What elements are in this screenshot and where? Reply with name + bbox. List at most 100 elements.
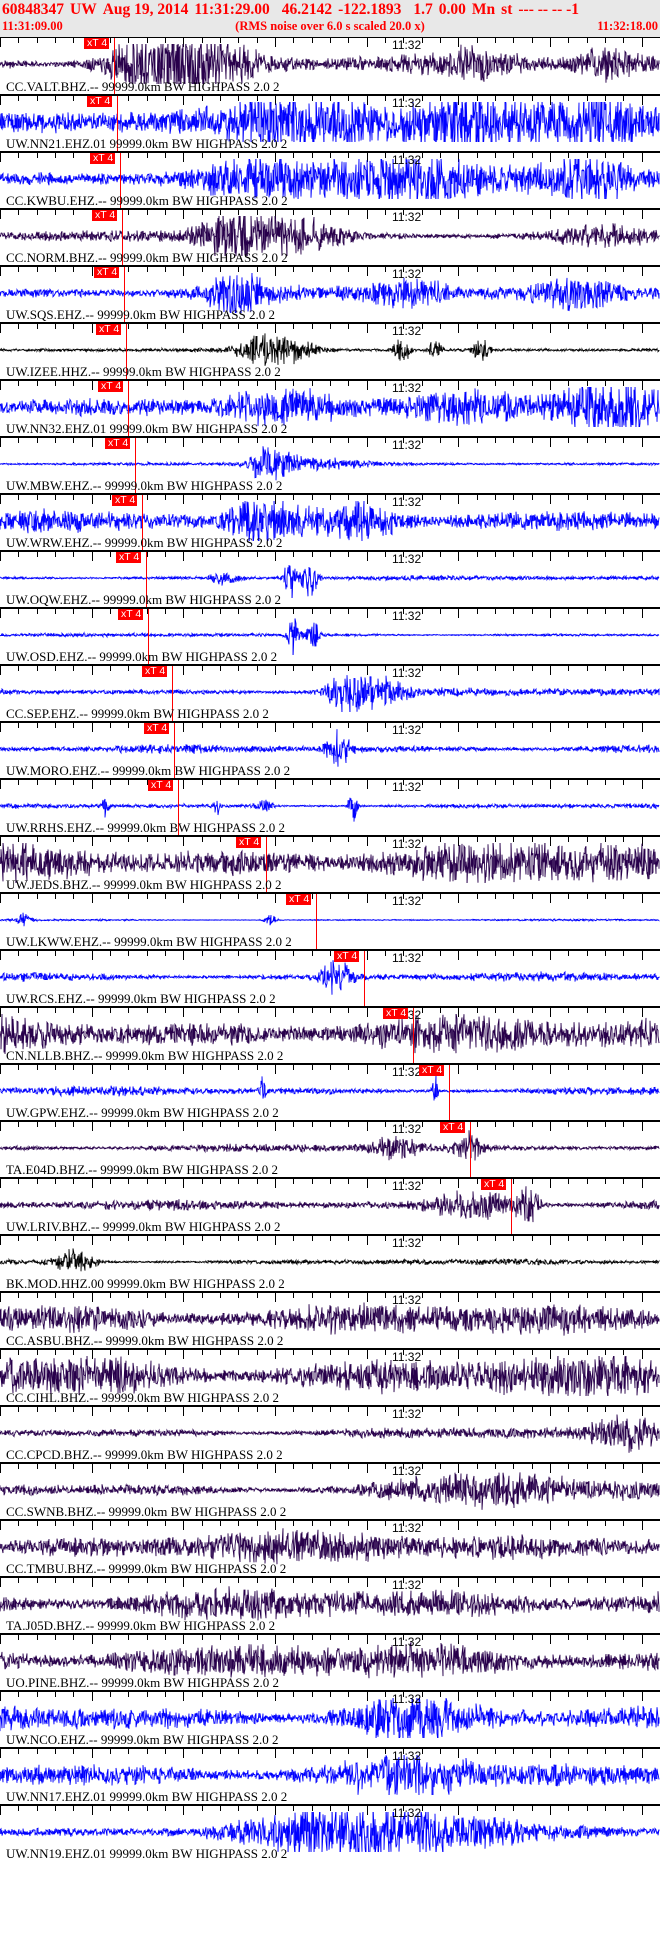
- trace-row[interactable]: 11:32 xT 4 UW.MORO.EHZ.-- 99999.0km BW HIG…: [0, 721, 660, 778]
- axis-tick-minor: [568, 609, 569, 614]
- axis-tick-minor: [440, 1236, 441, 1241]
- trace-row[interactable]: 11:32 UW.NN17.EHZ.01 99999.0km BW HIGHPAS…: [0, 1747, 660, 1804]
- trace-row[interactable]: 11:32 xT 4 UW.RCS.EHZ.-- 99999.0km BW HIGH…: [0, 949, 660, 1006]
- pick-marker-line[interactable]: [449, 1065, 450, 1120]
- trace-row[interactable]: 11:32 xT 4 UW.JEDS.BHZ.-- 99999.0km BW HIG…: [0, 835, 660, 892]
- trace-row[interactable]: 11:32 xT 4 CC.NORM.BHZ.-- 99999.0km BW HIG…: [0, 208, 660, 265]
- pick-marker-line[interactable]: [178, 780, 179, 835]
- trace-row[interactable]: 11:32 CC.TMBU.BHZ.-- 99999.0km BW HIGHPAS…: [0, 1519, 660, 1576]
- pick-marker-label[interactable]: xT 4: [383, 1008, 409, 1019]
- pick-marker-label[interactable]: xT 4: [419, 1065, 445, 1076]
- pick-marker-line[interactable]: [470, 1122, 471, 1177]
- axis-tick-minor: [605, 780, 606, 785]
- pick-marker-label[interactable]: xT 4: [116, 552, 142, 563]
- pick-marker-label[interactable]: xT 4: [144, 723, 170, 734]
- pick-marker-line[interactable]: [174, 723, 175, 778]
- pick-marker-line[interactable]: [135, 438, 136, 493]
- trace-row[interactable]: 11:32 xT 4 CC.SEP.EHZ.-- 99999.0km BW HIGH…: [0, 664, 660, 721]
- trace-row[interactable]: 11:32 xT 4 TA.E04D.BHZ.-- 99999.0km BW HIG…: [0, 1120, 660, 1177]
- pick-marker-line[interactable]: [413, 1008, 414, 1063]
- axis-tick-minor: [532, 1179, 533, 1184]
- trace-row[interactable]: 11:32 BK.MOD.HHZ.00 99999.0km BW HIGHPASS…: [0, 1234, 660, 1291]
- axis-tick-minor: [147, 96, 148, 101]
- pick-marker-label[interactable]: xT 4: [92, 210, 118, 221]
- trace-row[interactable]: 11:32 xT 4 UW.GPW.EHZ.-- 99999.0km BW HIGH…: [0, 1063, 660, 1120]
- pick-marker-label[interactable]: xT 4: [105, 438, 131, 449]
- axis-tick-major: [367, 666, 368, 675]
- pick-marker-label[interactable]: xT 4: [96, 324, 122, 335]
- pick-marker-label[interactable]: xT 4: [90, 153, 116, 164]
- trace-row[interactable]: 11:32 xT 4 UW.MBW.EHZ.-- 99999.0km BW HIGH…: [0, 436, 660, 493]
- pick-marker-line[interactable]: [148, 609, 149, 664]
- axis-tick-minor: [18, 1350, 19, 1355]
- trace-row[interactable]: 11:32 UW.NN19.EHZ.01 99999.0km BW HIGHPAS…: [0, 1804, 660, 1861]
- pick-marker-line[interactable]: [120, 153, 121, 208]
- axis-tick-minor: [147, 1692, 148, 1697]
- axis-tick-minor: [440, 495, 441, 500]
- trace-row[interactable]: 11:32 xT 4 UW.LKWW.EHZ.-- 99999.0km BW HIG…: [0, 892, 660, 949]
- trace-row[interactable]: 11:32 xT 4 UW.OQW.EHZ.-- 99999.0km BW HIGH…: [0, 550, 660, 607]
- axis-tick-minor: [440, 1578, 441, 1583]
- axis-tick-minor: [532, 38, 533, 43]
- pick-marker-label[interactable]: xT 4: [481, 1179, 507, 1190]
- axis-tick-minor: [165, 837, 166, 842]
- axis-tick-minor: [110, 1578, 111, 1583]
- trace-row[interactable]: 11:32 UW.NCO.EHZ.-- 99999.0km BW HIGHPASS…: [0, 1690, 660, 1747]
- pick-marker-line[interactable]: [117, 96, 118, 151]
- pick-marker-label[interactable]: xT 4: [334, 951, 360, 962]
- pick-marker-label[interactable]: xT 4: [98, 381, 124, 392]
- trace-row[interactable]: 11:32 CC.ASBU.BHZ.-- 99999.0km BW HIGHPAS…: [0, 1291, 660, 1348]
- pick-marker-line[interactable]: [126, 324, 127, 379]
- trace-row[interactable]: 11:32 xT 4 CC.KWBU.EHZ.-- 99999.0km BW HIG…: [0, 151, 660, 208]
- trace-row[interactable]: 11:32 xT 4 UW.NN32.EHZ.01 99999.0km BW HIG…: [0, 379, 660, 436]
- trace-row[interactable]: 11:32 CC.SWNB.BHZ.-- 99999.0km BW HIGHPAS…: [0, 1462, 660, 1519]
- trace-row[interactable]: 11:32 xT 4 UW.SQS.EHZ.-- 99999.0km BW HIGH…: [0, 265, 660, 322]
- pick-marker-line[interactable]: [146, 552, 147, 607]
- pick-marker-line[interactable]: [128, 381, 129, 436]
- trace-row[interactable]: 11:32 xT 4 UW.NN21.EHZ.01 99999.0km BW HIG…: [0, 94, 660, 151]
- trace-row[interactable]: 11:32 CC.CPCD.BHZ.-- 99999.0km BW HIGHPAS…: [0, 1405, 660, 1462]
- pick-marker-line[interactable]: [142, 495, 143, 550]
- axis-tick-minor: [110, 1464, 111, 1469]
- trace-row[interactable]: 11:32 xT 4 UW.IZEE.HHZ.-- 99999.0km BW HIG…: [0, 322, 660, 379]
- axis-tick-minor: [293, 951, 294, 956]
- pick-marker-label[interactable]: xT 4: [440, 1122, 466, 1133]
- trace-row[interactable]: 11:32 xT 4 UW.RRHS.EHZ.-- 99999.0km BW HIG…: [0, 778, 660, 835]
- trace-row[interactable]: 11:32 xT 4 CC.VALT.BHZ.-- 99999.0km BW HIG…: [0, 37, 660, 94]
- pick-marker-label[interactable]: xT 4: [84, 38, 110, 49]
- axis-tick-minor: [440, 438, 441, 443]
- pick-marker-label[interactable]: xT 4: [148, 780, 174, 791]
- pick-marker-label[interactable]: xT 4: [142, 666, 168, 677]
- axis-tick-minor: [330, 1521, 331, 1526]
- pick-marker-line[interactable]: [364, 951, 365, 1006]
- waveform: [0, 843, 660, 883]
- pick-marker-line[interactable]: [124, 267, 125, 322]
- waveform: [0, 1356, 660, 1396]
- axis-tick-major: [550, 1407, 551, 1416]
- pick-marker-label[interactable]: xT 4: [286, 894, 312, 905]
- trace-row[interactable]: 11:32 TA.J05D.BHZ.-- 99999.0km BW HIGHPAS…: [0, 1576, 660, 1633]
- pick-marker-line[interactable]: [172, 666, 173, 721]
- axis-tick-major: [642, 780, 643, 789]
- axis-tick-minor: [257, 1635, 258, 1640]
- pick-marker-line[interactable]: [122, 210, 123, 265]
- axis-tick-minor: [568, 1008, 569, 1013]
- pick-marker-label[interactable]: xT 4: [87, 96, 113, 107]
- trace-row[interactable]: 11:32 xT 4 UW.WRW.EHZ.-- 99999.0km BW HIGH…: [0, 493, 660, 550]
- axis-tick-minor: [403, 210, 404, 215]
- pick-marker-line[interactable]: [114, 38, 115, 94]
- pick-marker-label[interactable]: xT 4: [236, 837, 262, 848]
- pick-marker-line[interactable]: [511, 1179, 512, 1234]
- trace-row[interactable]: 11:32 CC.CIHL.BHZ.-- 99999.0km BW HIGHPAS…: [0, 1348, 660, 1405]
- pick-marker-label[interactable]: xT 4: [112, 495, 138, 506]
- pick-marker-label[interactable]: xT 4: [118, 609, 144, 620]
- event-trailing-flags: --- -- -- -1: [518, 1, 580, 18]
- axis-tick-minor: [220, 1635, 221, 1640]
- trace-row[interactable]: 11:32 xT 4 UW.OSD.EHZ.-- 99999.0km BW HIGH…: [0, 607, 660, 664]
- trace-row[interactable]: 11:32 UO.PINE.BHZ.-- 99999.0km BW HIGHPAS…: [0, 1633, 660, 1690]
- pick-marker-label[interactable]: xT 4: [94, 267, 120, 278]
- trace-row[interactable]: 11:32 xT 4 UW.LRIV.BHZ.-- 99999.0km BW HIG…: [0, 1177, 660, 1234]
- pick-marker-line[interactable]: [316, 894, 317, 949]
- pick-marker-line[interactable]: [266, 837, 267, 892]
